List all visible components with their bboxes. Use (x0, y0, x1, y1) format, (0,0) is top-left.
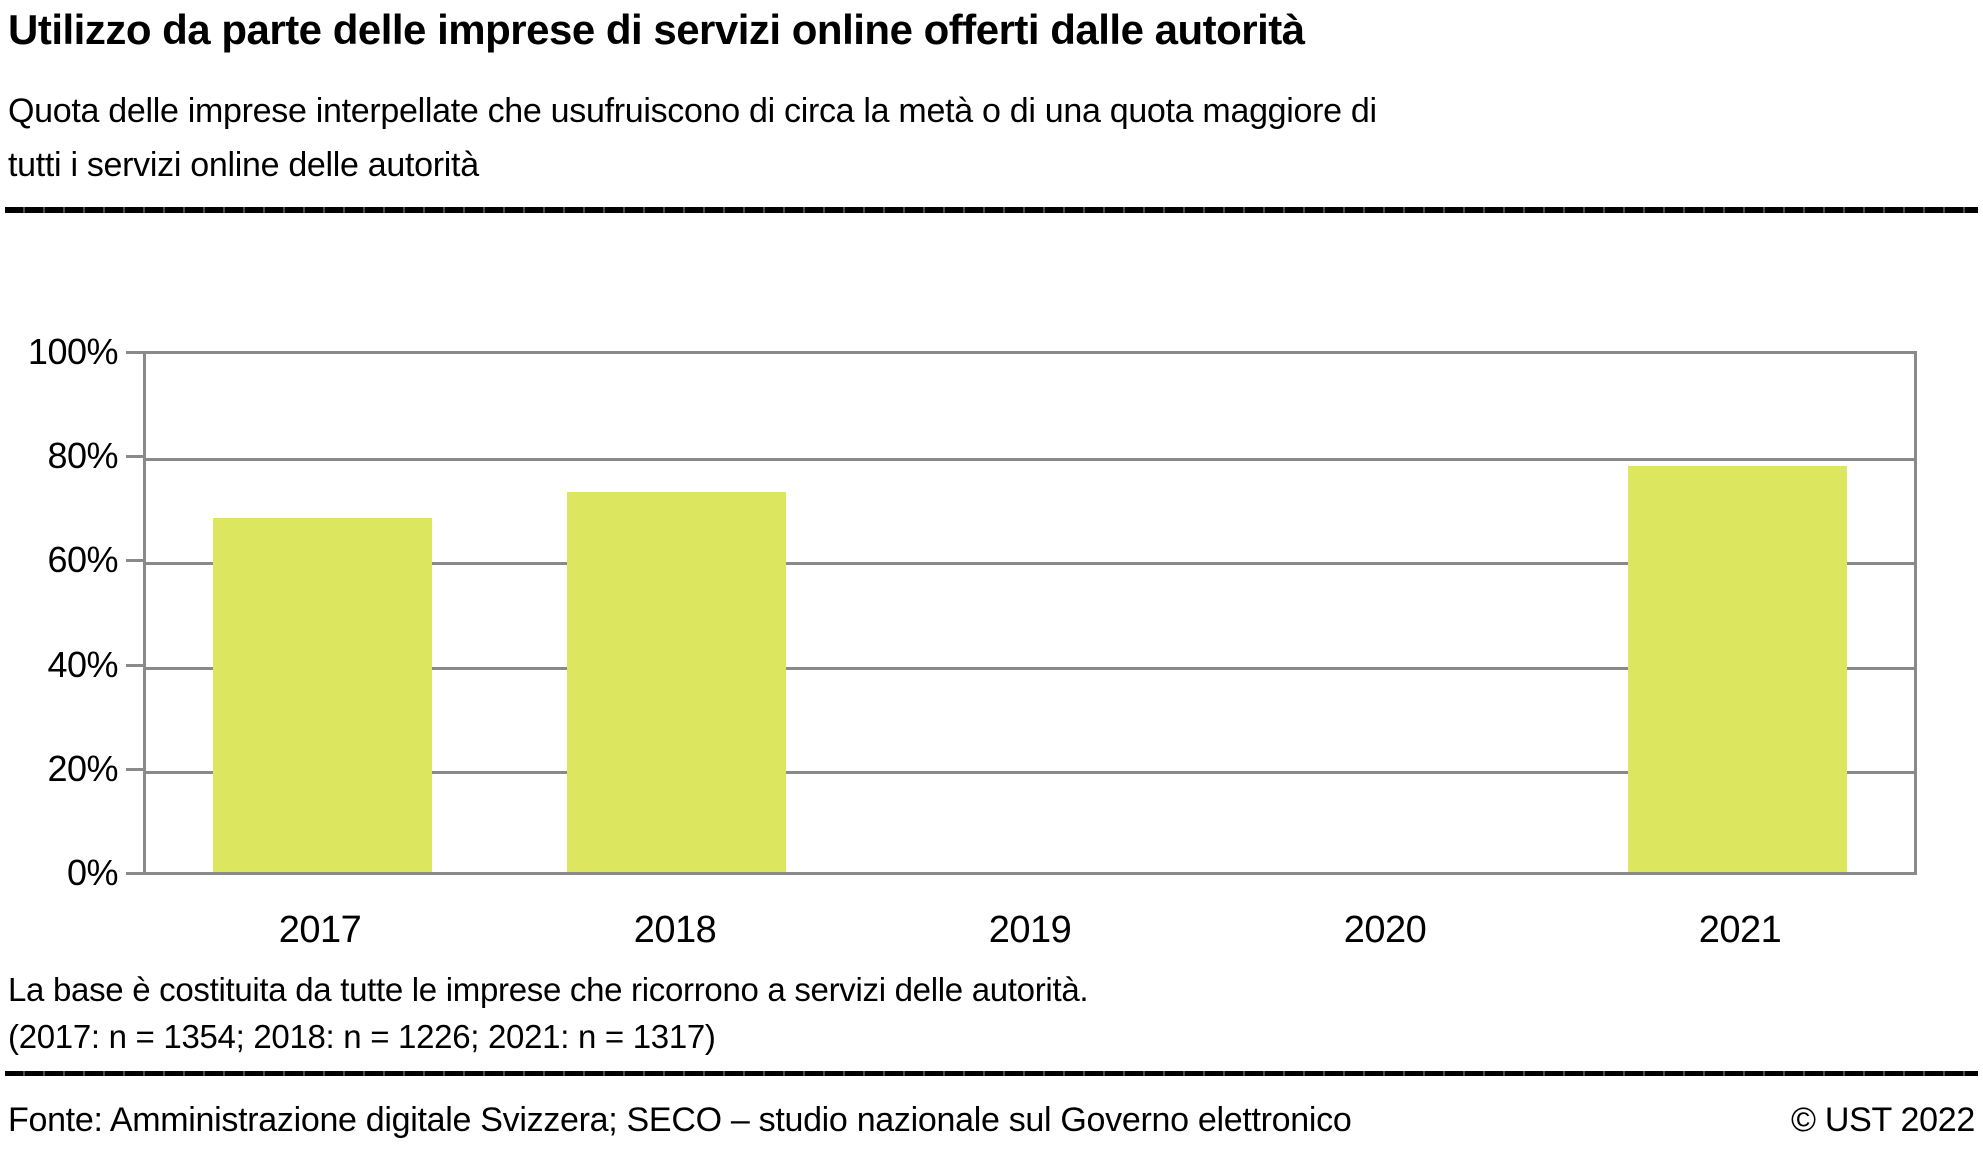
chart-subtitle-line-2: tutti i servizi online delle autorità (8, 146, 479, 184)
plot-area (143, 351, 1917, 875)
y-axis-label-40%: 40% (47, 644, 118, 685)
bar-2018 (567, 492, 786, 872)
chart-subtitle-line-1: Quota delle imprese interpellate che usu… (8, 92, 1377, 130)
y-axis-label-80%: 80% (47, 435, 118, 476)
copyright-text: © UST 2022 (1791, 1101, 1975, 1139)
y-tick-100% (126, 351, 143, 354)
x-axis-label-2021: 2021 (1698, 909, 1782, 951)
gridline-60% (146, 562, 1914, 565)
bar-2017 (213, 518, 432, 872)
bar-2021 (1628, 466, 1847, 872)
y-axis-label-20%: 20% (47, 748, 118, 789)
y-tick-80% (126, 455, 143, 458)
footnote-samples: (2017: n = 1354; 2018: n = 1226; 2021: n… (8, 1018, 716, 1055)
x-axis-label-2017: 2017 (278, 909, 362, 951)
chart-subtitle: Quota delle imprese interpellate che usu… (8, 84, 1968, 192)
chart-footer: Fonte: Amministrazione digitale Svizzera… (8, 1100, 1975, 1140)
footnote-base: La base è costituita da tutte le imprese… (8, 971, 1089, 1008)
page-title: Utilizzo da parte delle imprese di servi… (8, 6, 1305, 53)
x-axis-label-2019: 2019 (988, 909, 1072, 951)
y-tick-40% (126, 664, 143, 667)
top-divider (5, 207, 1978, 213)
y-axis-label-60%: 60% (47, 539, 118, 580)
y-tick-60% (126, 559, 143, 562)
gridline-80% (146, 458, 1914, 461)
y-tick-20% (126, 768, 143, 771)
y-axis-label-0%: 0% (66, 852, 119, 893)
y-axis-label-100%: 100% (27, 331, 119, 372)
bottom-divider (5, 1071, 1978, 1076)
gridline-20% (146, 771, 1914, 774)
x-axis-label-2020: 2020 (1343, 909, 1427, 951)
source-text: Fonte: Amministrazione digitale Svizzera… (8, 1101, 1352, 1139)
y-tick-0% (126, 872, 143, 875)
gridline-40% (146, 667, 1914, 670)
chart-footnotes: La base è costituita da tutte le imprese… (8, 966, 1968, 1060)
x-axis-label-2018: 2018 (633, 909, 717, 951)
